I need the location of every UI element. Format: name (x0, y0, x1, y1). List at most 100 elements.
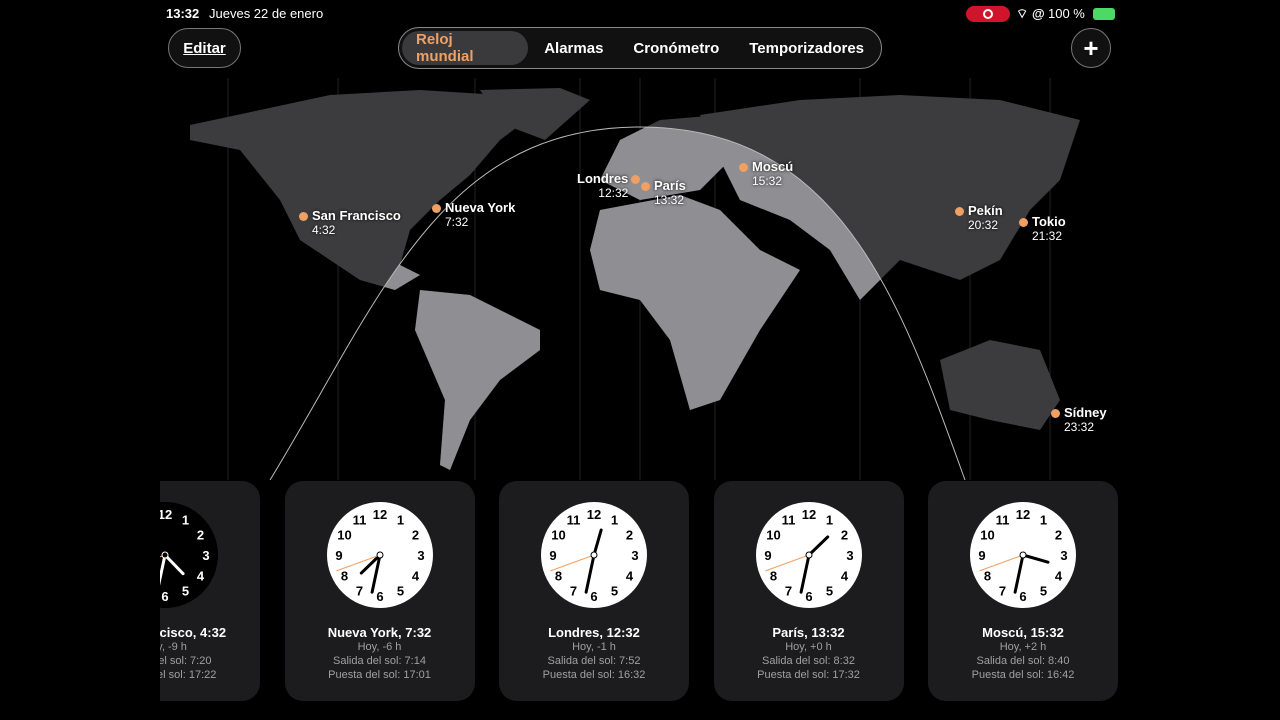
clock-sunrise: Salida del sol: 7:14 (333, 655, 426, 667)
clock-numeral: 1 (182, 512, 189, 527)
clock-numeral: 4 (626, 569, 634, 584)
clock-numeral: 10 (551, 528, 565, 543)
clock-numeral: 11 (781, 512, 795, 527)
map-city-7[interactable]: Sídney 23:32 (1051, 405, 1107, 434)
clock-numeral: 3 (846, 548, 853, 563)
clock-numeral: 2 (1055, 528, 1062, 543)
wifi-icon: ⌔ (1016, 6, 1029, 21)
city-time: 20:32 (968, 218, 999, 232)
city-dot (641, 182, 650, 191)
clock-title: Moscú, 15:32 (982, 625, 1064, 640)
clock-card[interactable]: 1 2 3 4 5 6 7 8 9 10 11 12 Moscú, 15:32 Hoy, +2 h S… (928, 481, 1118, 701)
clock-numeral: 1 (1040, 512, 1047, 527)
clock-numeral: 7 (784, 584, 791, 599)
world-map[interactable] (160, 0, 1120, 480)
clock-numeral: 5 (611, 584, 618, 599)
clock-offset: Hoy, +0 h (785, 641, 832, 653)
city-time: 4:32 (312, 223, 336, 237)
add-clock-button[interactable]: + (1071, 28, 1111, 68)
clock-numeral: 10 (980, 528, 994, 543)
clock-sunset: Puesta del sol: 16:32 (542, 669, 646, 681)
map-city-0[interactable]: San Francisco 4:32 (299, 208, 401, 237)
clock-numeral: 1 (396, 512, 403, 527)
clock-numeral: 7 (570, 584, 577, 599)
hour-hand (592, 528, 603, 557)
tab-world-clock[interactable]: Reloj mundial (402, 31, 529, 65)
clock-numeral: 1 (611, 512, 618, 527)
map-city-4[interactable]: Moscú 15:32 (739, 159, 793, 188)
clock-numeral: 5 (182, 584, 189, 599)
clock-numeral: 6 (161, 589, 168, 604)
minute-hand (799, 553, 810, 594)
clock-title: París, 13:32 (772, 625, 845, 640)
city-dot (1019, 218, 1028, 227)
clock-sunrise: Salida del sol: 8:32 (762, 655, 855, 667)
clock-numeral: 5 (825, 584, 832, 599)
city-time: 13:32 (654, 193, 685, 207)
clock-card[interactable]: 1 2 3 4 5 6 7 8 9 10 11 12 París, 13:32 Hoy, +0 h S… (713, 481, 904, 701)
clock-offset: Hoy, -9 h (160, 641, 187, 653)
tab-alarms[interactable]: Alarmas (544, 39, 604, 57)
tab-timers[interactable]: Temporizadores (749, 39, 864, 57)
clock-numeral: 6 (1019, 589, 1026, 604)
city-name: San Francisco (312, 208, 401, 223)
clock-numeral: 4 (840, 569, 848, 584)
city-time: 15:32 (752, 174, 783, 188)
clock-sunrise: Salida del sol: 8:40 (976, 655, 1070, 667)
clock-numeral: 3 (417, 548, 424, 563)
city-name: Tokio (1032, 214, 1066, 229)
clock-title: San Francisco, 4:32 (160, 625, 227, 640)
hour-hand (359, 553, 381, 575)
clock-card[interactable]: 1 2 3 4 5 6 7 8 9 10 11 12 Nueva York, 7:32 Hoy, -6… (284, 481, 475, 701)
clock-numeral: 12 (801, 507, 815, 522)
map-city-2[interactable]: Londres 12:32 (577, 171, 641, 200)
clock-sunset: Puesta del sol: 16:42 (971, 669, 1075, 681)
clock-numeral: 2 (626, 528, 633, 543)
city-dot (299, 212, 308, 221)
recording-indicator-icon[interactable] (966, 6, 1010, 22)
tab-stopwatch[interactable]: Cronómetro (633, 39, 720, 57)
city-dot (955, 207, 964, 216)
clock-numeral: 9 (764, 548, 771, 563)
clock-title: Nueva York, 7:32 (327, 625, 432, 640)
city-time: 23:32 (1064, 420, 1095, 434)
orientation-lock-icon: @ (1032, 6, 1045, 21)
clock-numeral: 12 (587, 507, 601, 522)
clock-numeral: 8 (769, 569, 776, 584)
map-city-6[interactable]: Tokio 21:32 (1019, 214, 1066, 243)
map-city-1[interactable]: Nueva York 7:32 (432, 200, 515, 229)
clock-numeral: 2 (197, 528, 204, 543)
clock-numeral: 5 (1040, 584, 1047, 599)
clock-numeral: 8 (340, 569, 347, 584)
city-time: 21:32 (1032, 229, 1063, 243)
status-time: 13:32 (166, 6, 200, 21)
map-city-5[interactable]: Pekín 20:32 (955, 203, 1003, 232)
city-name: París (654, 178, 686, 193)
clock-numeral: 12 (1016, 507, 1030, 522)
second-hand (764, 554, 809, 572)
world-clock-app: 13:32 Jueves 22 de enero ⌔ @ 100 % Edita… (160, 0, 1120, 720)
clock-numeral: 3 (631, 548, 638, 563)
clock-sunset: Puesta del sol: 17:32 (757, 669, 860, 681)
city-name: Pekín (968, 203, 1003, 218)
clock-card[interactable]: 1 2 3 4 5 6 7 8 9 10 11 12 Londres, 12:32 Hoy, -1 h… (499, 481, 689, 701)
clock-numeral: 6 (590, 589, 597, 604)
clock-numeral: 4 (1055, 569, 1063, 584)
edit-button[interactable]: Editar (168, 28, 241, 68)
clock-numeral: 9 (335, 548, 342, 563)
clock-numeral: 10 (337, 528, 351, 543)
second-hand (335, 554, 380, 572)
city-name: Londres (577, 171, 629, 186)
second-hand (979, 554, 1024, 572)
map-city-3[interactable]: París 13:32 (641, 178, 686, 207)
clock-numeral: 11 (567, 512, 581, 527)
hour-hand (807, 535, 829, 557)
clock-numeral: 7 (355, 584, 362, 599)
clock-numeral: 11 (352, 512, 366, 527)
status-date: Jueves 22 de enero (209, 6, 324, 21)
clock-offset: Hoy, -6 h (357, 641, 402, 653)
clock-numeral: 3 (202, 548, 209, 563)
